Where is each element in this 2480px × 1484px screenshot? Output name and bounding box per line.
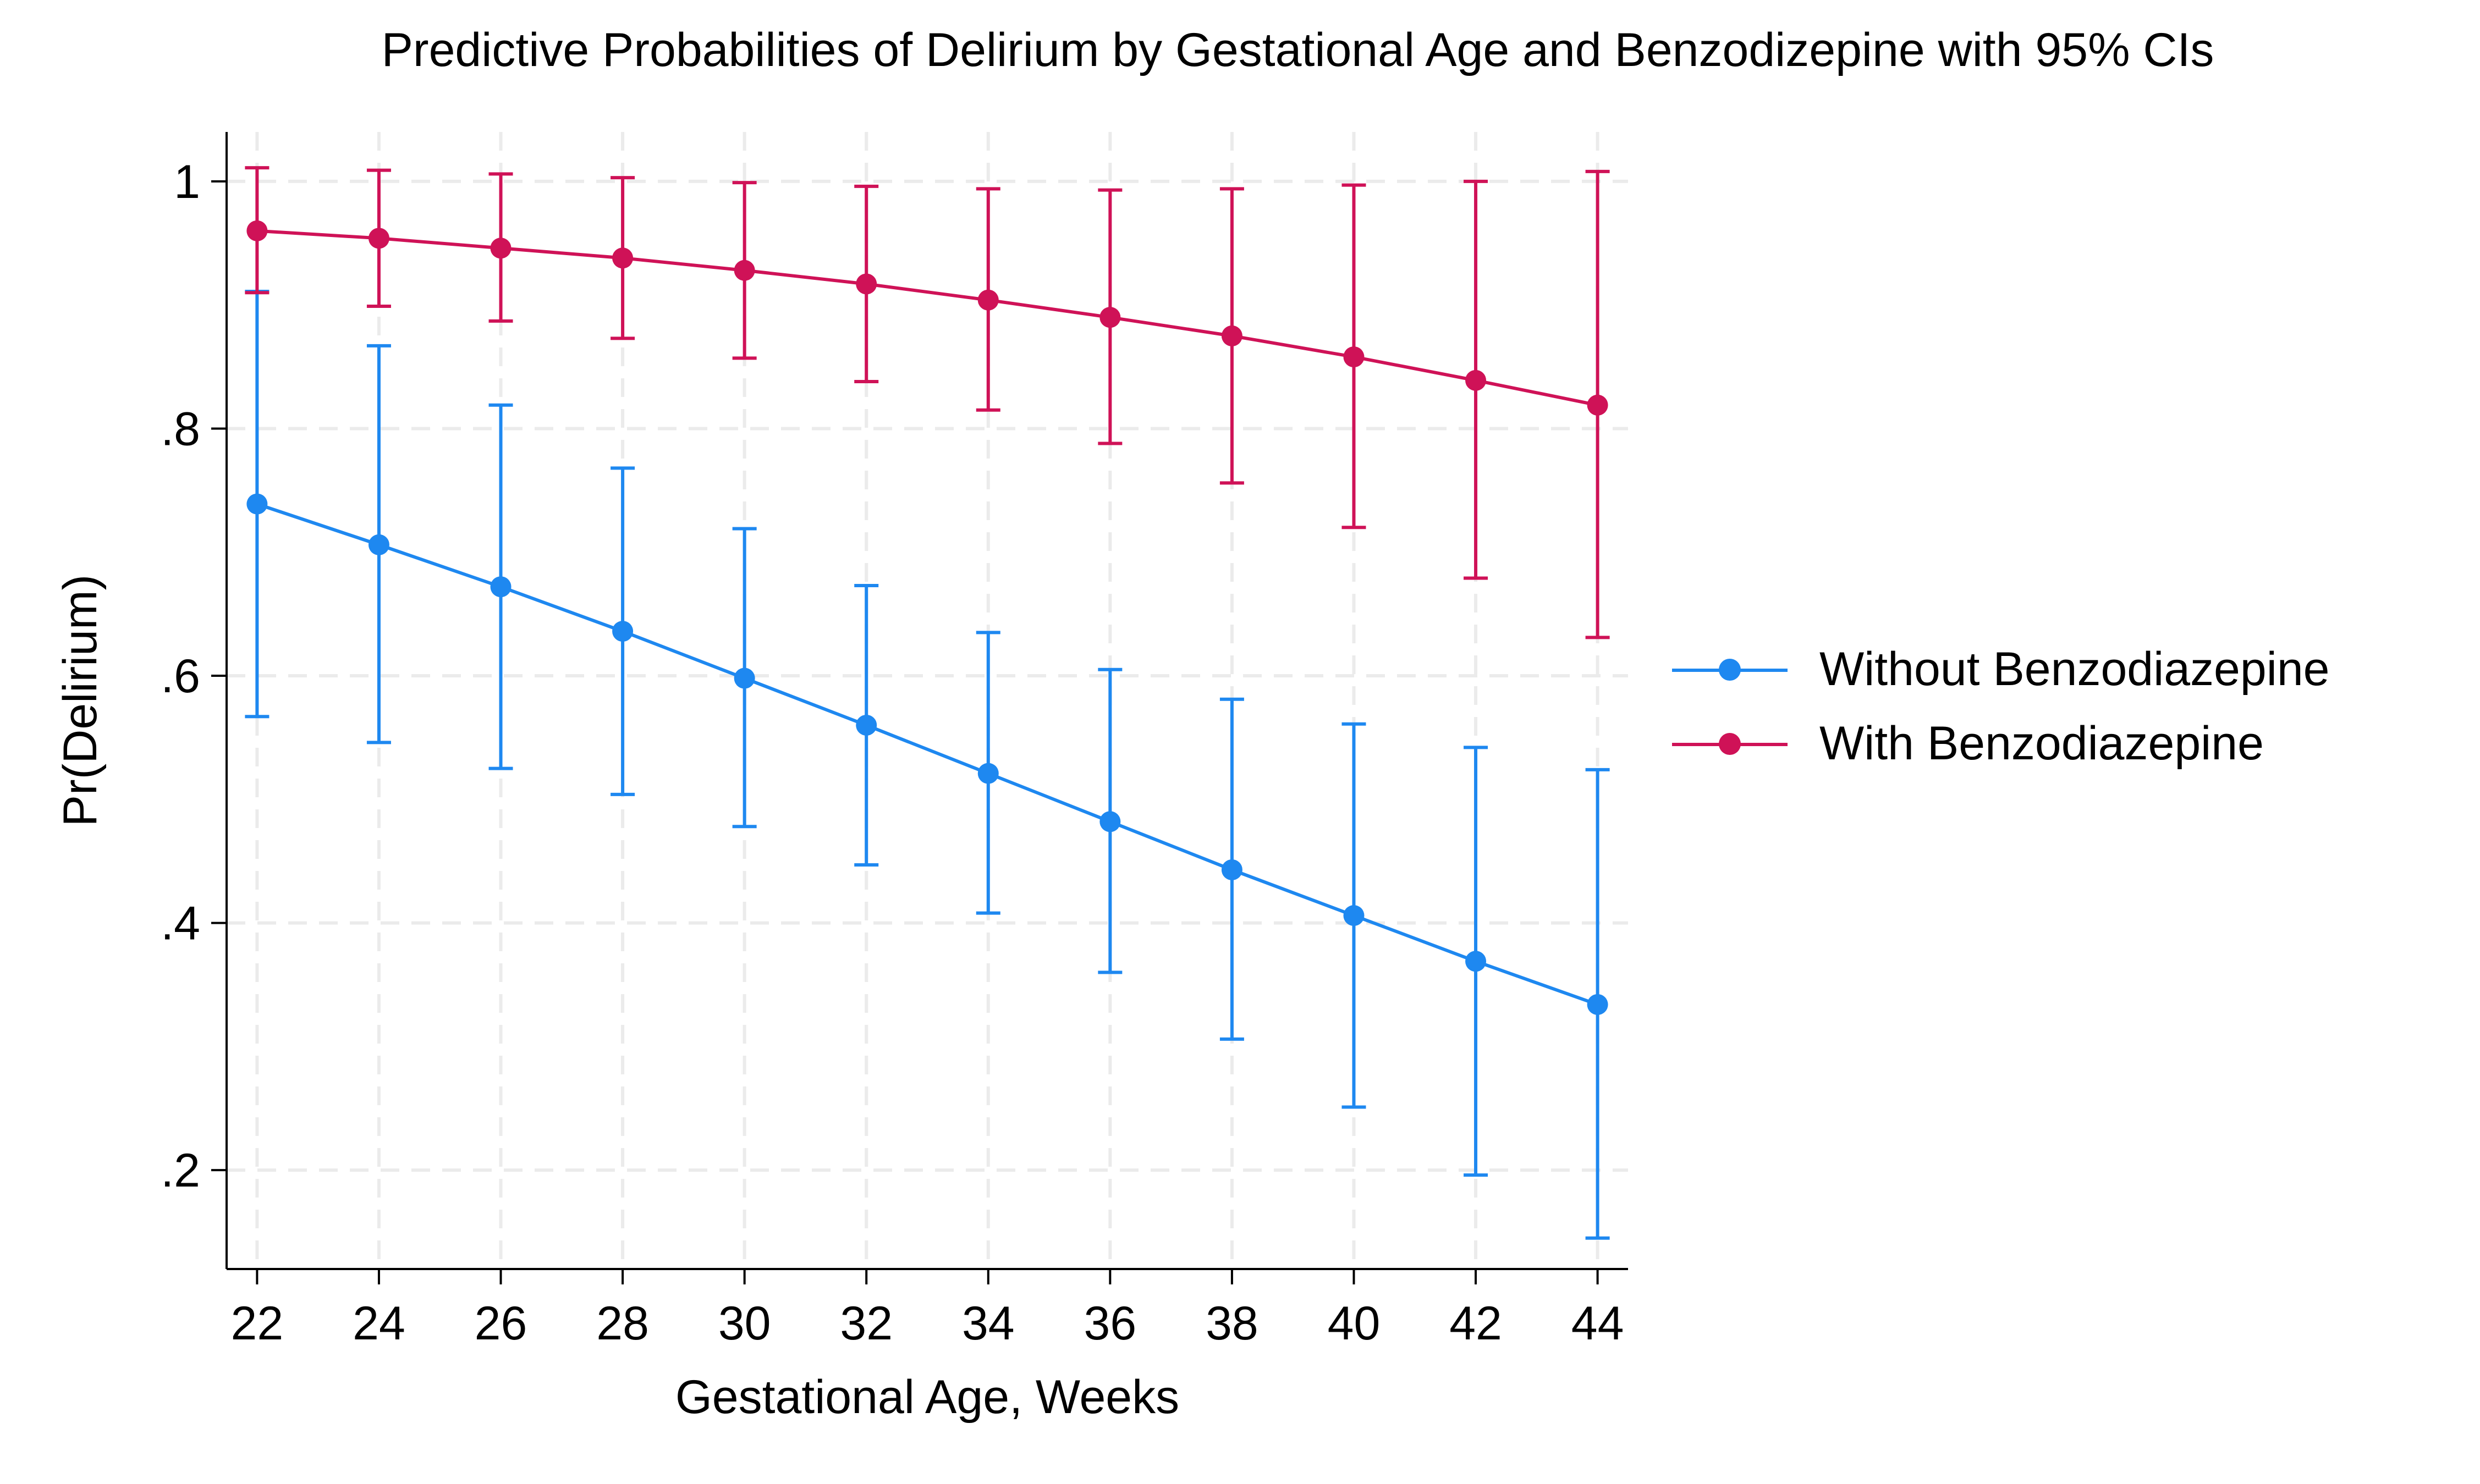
data-point [1587, 994, 1608, 1015]
x-tick-label: 40 [1328, 1297, 1381, 1350]
data-point [1465, 369, 1487, 391]
data-point [1587, 394, 1608, 416]
data-point [1343, 346, 1365, 368]
data-point [734, 667, 755, 689]
y-tick-label: .2 [161, 1144, 200, 1197]
series-line [256, 502, 1598, 1006]
data-point [1221, 859, 1242, 880]
x-tick-label: 32 [840, 1297, 893, 1350]
chart-title: Predictive Probabilities of Delirium by … [381, 24, 2214, 76]
data-point [1221, 325, 1242, 346]
y-tick-label: .4 [161, 897, 200, 950]
x-tick-label: 30 [718, 1297, 771, 1350]
legend-swatch-without [1672, 658, 1788, 681]
data-point [612, 621, 634, 642]
y-tick-label: .6 [161, 650, 200, 703]
x-tick-label: 24 [353, 1297, 405, 1350]
data-point [246, 493, 268, 515]
data-point [1099, 307, 1121, 328]
y-axis-title: Pr(Delirium) [54, 575, 107, 827]
legend-label-without: Without Benzodiazepine [1819, 643, 2330, 696]
x-tick-label: 44 [1571, 1297, 1624, 1350]
data-point [368, 228, 389, 249]
x-tick-label: 38 [1206, 1297, 1258, 1350]
series-1 [245, 166, 1610, 639]
x-tick-label: 28 [596, 1297, 649, 1350]
y-tick-label: .8 [161, 402, 200, 455]
data-point [368, 534, 389, 555]
legend: Without Benzodiazepine With Benzodiazepi… [1672, 632, 2329, 781]
y-tick-label: 1 [174, 156, 200, 208]
series-line [257, 229, 1598, 407]
legend-label-with: With Benzodiazepine [1819, 717, 2264, 770]
legend-swatch-with [1672, 732, 1788, 755]
data-point [1099, 811, 1121, 832]
x-tick-label: 42 [1449, 1297, 1502, 1350]
data-point [977, 763, 999, 784]
x-tick-label: 34 [962, 1297, 1015, 1350]
x-axis-title: Gestational Age, Weeks [675, 1371, 1179, 1424]
legend-marker-without [1719, 658, 1741, 681]
series-layer [245, 166, 1610, 1240]
legend-marker-with [1719, 732, 1741, 755]
data-point [612, 247, 634, 269]
gridlines [227, 132, 1628, 1269]
data-point [1465, 951, 1487, 972]
axis-labels: .2 .4 .6 .8 1 22 24 26 28 30 32 34 36 38 40 42 44 Gestati… [54, 156, 1624, 1424]
data-point [856, 714, 877, 736]
x-tick-label: 36 [1084, 1297, 1137, 1350]
data-point [1343, 905, 1365, 926]
x-tick-label: 22 [231, 1297, 284, 1350]
data-point [977, 289, 999, 311]
data-point [490, 576, 512, 598]
series-0 [245, 289, 1610, 1240]
data-point [856, 273, 877, 295]
legend-entry-without-benzodiazepine: Without Benzodiazepine [1672, 632, 2329, 707]
legend-entry-with-benzodiazepine: With Benzodiazepine [1672, 707, 2329, 781]
data-point [246, 220, 268, 241]
axes [211, 132, 1628, 1284]
data-point [734, 260, 755, 281]
data-point [490, 238, 512, 259]
x-tick-label: 26 [475, 1297, 527, 1350]
